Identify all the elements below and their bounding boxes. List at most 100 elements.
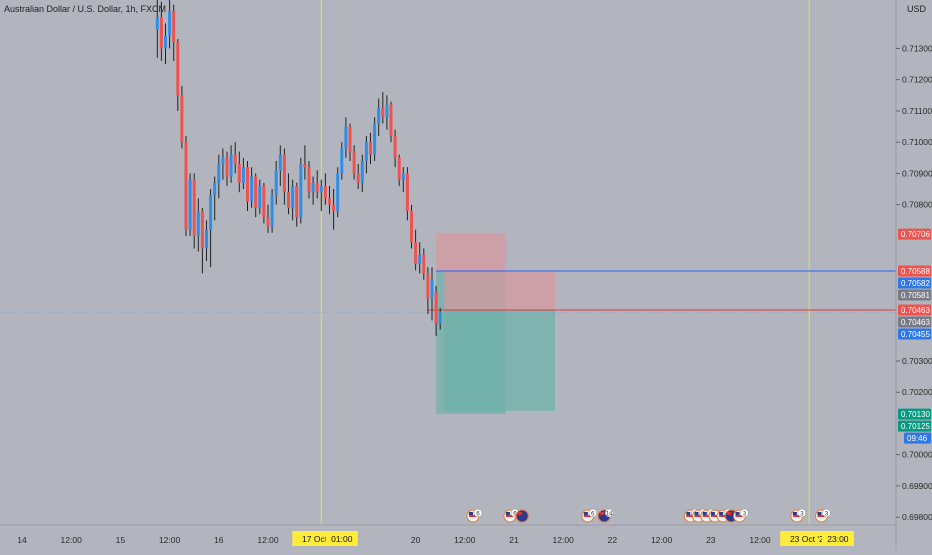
candle-down [369,132,372,165]
candle-up [291,179,295,221]
candle-body [418,254,422,265]
candle-body [196,210,200,236]
candle-down [237,151,241,193]
event-count: 6 [513,512,517,518]
flag-stripe [583,515,592,517]
us-event-icon[interactable]: 3 [790,508,807,523]
candle-body [381,107,385,118]
candle-down [414,229,418,271]
candle-up [344,117,348,158]
time-badge: 01:00 [325,531,358,546]
target-zone [444,310,555,411]
candle-body [180,95,184,143]
flag-stripe [735,515,744,517]
candle-body [364,142,368,161]
flag-stripe [792,515,801,517]
price-labels: 0.70706 0.70588 0.70582 0.70581 0.70463 0.704… [898,228,931,444]
candle-body [426,273,430,299]
time-tick-label: 20 [411,535,421,545]
candle-body [323,185,327,199]
candle-body [315,182,319,193]
us-event-icon[interactable]: 3 [815,508,831,523]
au-event-icon[interactable] [515,509,529,523]
time-tick-label: 22 [608,535,618,545]
candle-up [319,179,323,211]
candle-body [291,185,295,208]
us-event-icon[interactable]: 6 [581,508,598,523]
time-axis[interactable]: 14 12:00 15 12:00 16 12:00 20 12:00 21 12:00 22 12:… [17,531,854,546]
flag-canton [735,512,740,515]
candle-down [225,151,229,186]
time-badge-bg [325,531,358,546]
economic-events[interactable]: 666143433333 [466,508,831,523]
currency-label: USD [907,4,927,14]
price-tag-label: 0.70588 [901,267,930,276]
candle-body [336,173,340,211]
price-tag-label: 0.70582 [901,279,930,288]
candle-body [332,204,336,211]
flag-canton [710,512,715,515]
candle-up [364,135,368,174]
time-tick-label: 12:00 [749,535,771,545]
candle-down [262,182,266,224]
price-tag-bg [898,408,931,420]
flag-stripe [702,515,711,517]
us-event-icon[interactable]: 6 [466,508,483,523]
candle-body [262,185,266,218]
candle-up [258,179,262,215]
flag-stripe [694,515,703,517]
candle-body [377,107,381,124]
flag-canton [600,512,605,515]
time-tick-label: 15 [116,535,126,545]
flag-stripe [710,515,719,517]
candle-body [278,154,282,171]
au-event-icon[interactable]: 14 [597,508,614,523]
price-tick-label: 0.70200 [902,387,932,397]
candle-body [233,154,237,165]
candle-body [241,167,245,183]
candle-body [188,179,192,230]
event-count: 6 [591,512,595,518]
price-tick-label: 0.70800 [902,200,932,210]
candle-body [299,164,303,218]
candle-body [155,17,159,30]
stop-zone [444,270,555,310]
candle-up [278,145,282,186]
candle-up [438,307,442,330]
candle-up [168,0,172,49]
candles [155,0,442,336]
event-count-badge [588,508,598,518]
candle-down [410,204,413,249]
candle-body [348,126,352,152]
price-tag: 0.70463 [898,304,931,316]
candle-body [229,154,233,177]
candle-down [233,142,237,174]
candle-body [221,157,225,165]
event-count: 3 [800,512,804,518]
candle-down [282,148,286,205]
candle-up [401,167,405,193]
candle-up [299,157,303,224]
candle-down [352,145,356,180]
candle-body [319,185,323,193]
candle-body [164,35,167,49]
price-tag-label: 0.70463 [901,306,930,315]
time-badge: 23:00 [821,531,854,546]
candle-up [373,117,377,161]
price-axis[interactable]: 0.71300 0.71200 0.71100 0.71000 0.70900 0.708… [896,43,932,522]
flag-canton [702,512,707,515]
candle-body [270,195,274,227]
candle-up [385,95,389,130]
candle-body [213,182,217,196]
event-count: 14 [606,512,613,518]
us-event-icon[interactable]: 3 [733,508,749,523]
candle-down [159,1,163,61]
candle-down [393,129,397,168]
candle-body [438,312,442,324]
symbol-title: Australian Dollar / U.S. Dollar, 1h, FXC… [4,4,166,14]
candle-body [254,176,258,208]
price-tag: 0.70588 [898,265,931,277]
event-count: 3 [743,512,747,518]
price-tag-bg [898,289,931,301]
